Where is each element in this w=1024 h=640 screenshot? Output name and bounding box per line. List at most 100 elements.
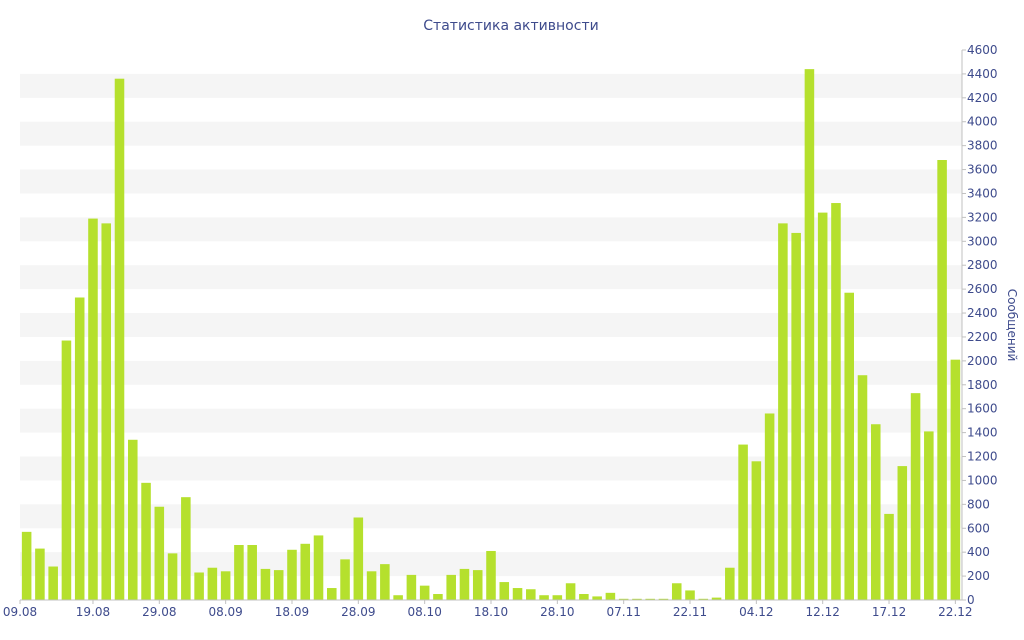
x-tick-label: 28.09 [341,605,375,619]
x-tick-label: 29.08 [142,605,176,619]
x-tick-label: 04.12 [739,605,773,619]
bar [154,506,165,600]
x-tick-label: 12.12 [806,605,840,619]
x-axis-ticks: 09.08 19.08 29.08 08.09 18.09 28.09 08.10 18.10… [3,600,973,619]
bar [579,594,589,600]
x-tick-label: 19.08 [76,605,110,619]
x-tick-label: 08.09 [208,605,242,619]
grid-band [20,456,962,481]
bar [35,548,45,600]
y-tick-label: 2000 [967,354,998,368]
y-tick-label: 3400 [967,186,998,200]
bar [924,431,934,600]
x-tick-label: 09.08 [3,605,37,619]
bar [512,588,523,600]
bar [870,424,881,600]
y-tick-label: 4000 [967,115,998,129]
bar [764,413,775,600]
y-tick-label: 800 [967,497,990,511]
grid-band [20,217,962,242]
bar [247,545,257,600]
bar [778,223,788,600]
grid-band [20,265,962,290]
bar [74,297,85,600]
bar [831,203,841,601]
grid-band [20,313,962,337]
bar [950,359,961,600]
bar [433,594,443,600]
y-tick-label: 1400 [967,426,998,440]
bar [167,553,178,600]
y-tick-label: 0 [967,593,975,607]
bar [671,583,682,600]
bar [552,595,563,600]
grid-band [20,408,962,433]
bar [738,444,748,600]
grid-band [20,73,962,98]
x-tick-label: 22.11 [673,605,707,619]
bar [300,543,311,600]
y-tick-label: 3600 [967,163,998,177]
y-tick-label: 1000 [967,473,998,487]
bar [207,567,218,600]
y-tick-label: 1600 [967,402,998,416]
bar [380,564,390,600]
bar [486,550,496,600]
y-tick-label: 3200 [967,210,998,224]
bar [605,592,616,600]
grid-band [20,504,962,529]
y-tick-label: 2800 [967,258,998,272]
x-tick-label: 17.12 [872,605,906,619]
bar [287,549,297,600]
x-tick-label: 22.12 [938,605,972,619]
y-axis-ticks: 0 200 400 600 800 1000 1200 1400 1600 1800 2000 220… [962,43,998,607]
y-tick-label: 600 [967,521,990,535]
grid-band [20,360,962,385]
bar [181,497,191,600]
bar [220,571,231,600]
bar [618,598,629,600]
y-tick-label: 4200 [967,91,998,105]
bar [340,559,350,600]
grid-band [20,169,962,194]
bar [685,590,695,600]
grid-bands [20,73,962,577]
x-tick-label: 18.10 [474,605,508,619]
bar [48,566,58,600]
y-axis-title: Сообщений [1005,289,1019,362]
bar [804,69,815,600]
bar [884,513,894,600]
y-tick-label: 2200 [967,330,998,344]
bar [313,535,324,600]
y-tick-label: 4400 [967,67,998,81]
bar [366,571,377,600]
bar [114,78,125,600]
y-tick-label: 200 [967,569,990,583]
bar [141,482,151,600]
bar [658,598,669,600]
bar [711,597,722,600]
y-tick-label: 2400 [967,306,998,320]
bar [101,223,112,600]
bar [353,517,364,600]
x-tick-label: 18.09 [275,605,309,619]
bar [260,568,271,600]
bar [751,461,762,600]
bar [393,595,403,600]
y-tick-label: 1200 [967,450,998,464]
bars-group [21,69,961,601]
bar [539,595,549,600]
bar [21,531,32,600]
bar [419,585,430,600]
bar [459,568,470,600]
y-tick-label: 1800 [967,378,998,392]
bar [910,393,921,600]
bar [327,588,337,600]
bar [88,218,98,600]
y-tick-label: 400 [967,545,990,559]
y-tick-label: 2600 [967,282,998,296]
y-tick-label: 4600 [967,43,998,57]
bar [592,596,602,600]
y-tick-label: 3000 [967,234,998,248]
y-tick-label: 3800 [967,139,998,153]
